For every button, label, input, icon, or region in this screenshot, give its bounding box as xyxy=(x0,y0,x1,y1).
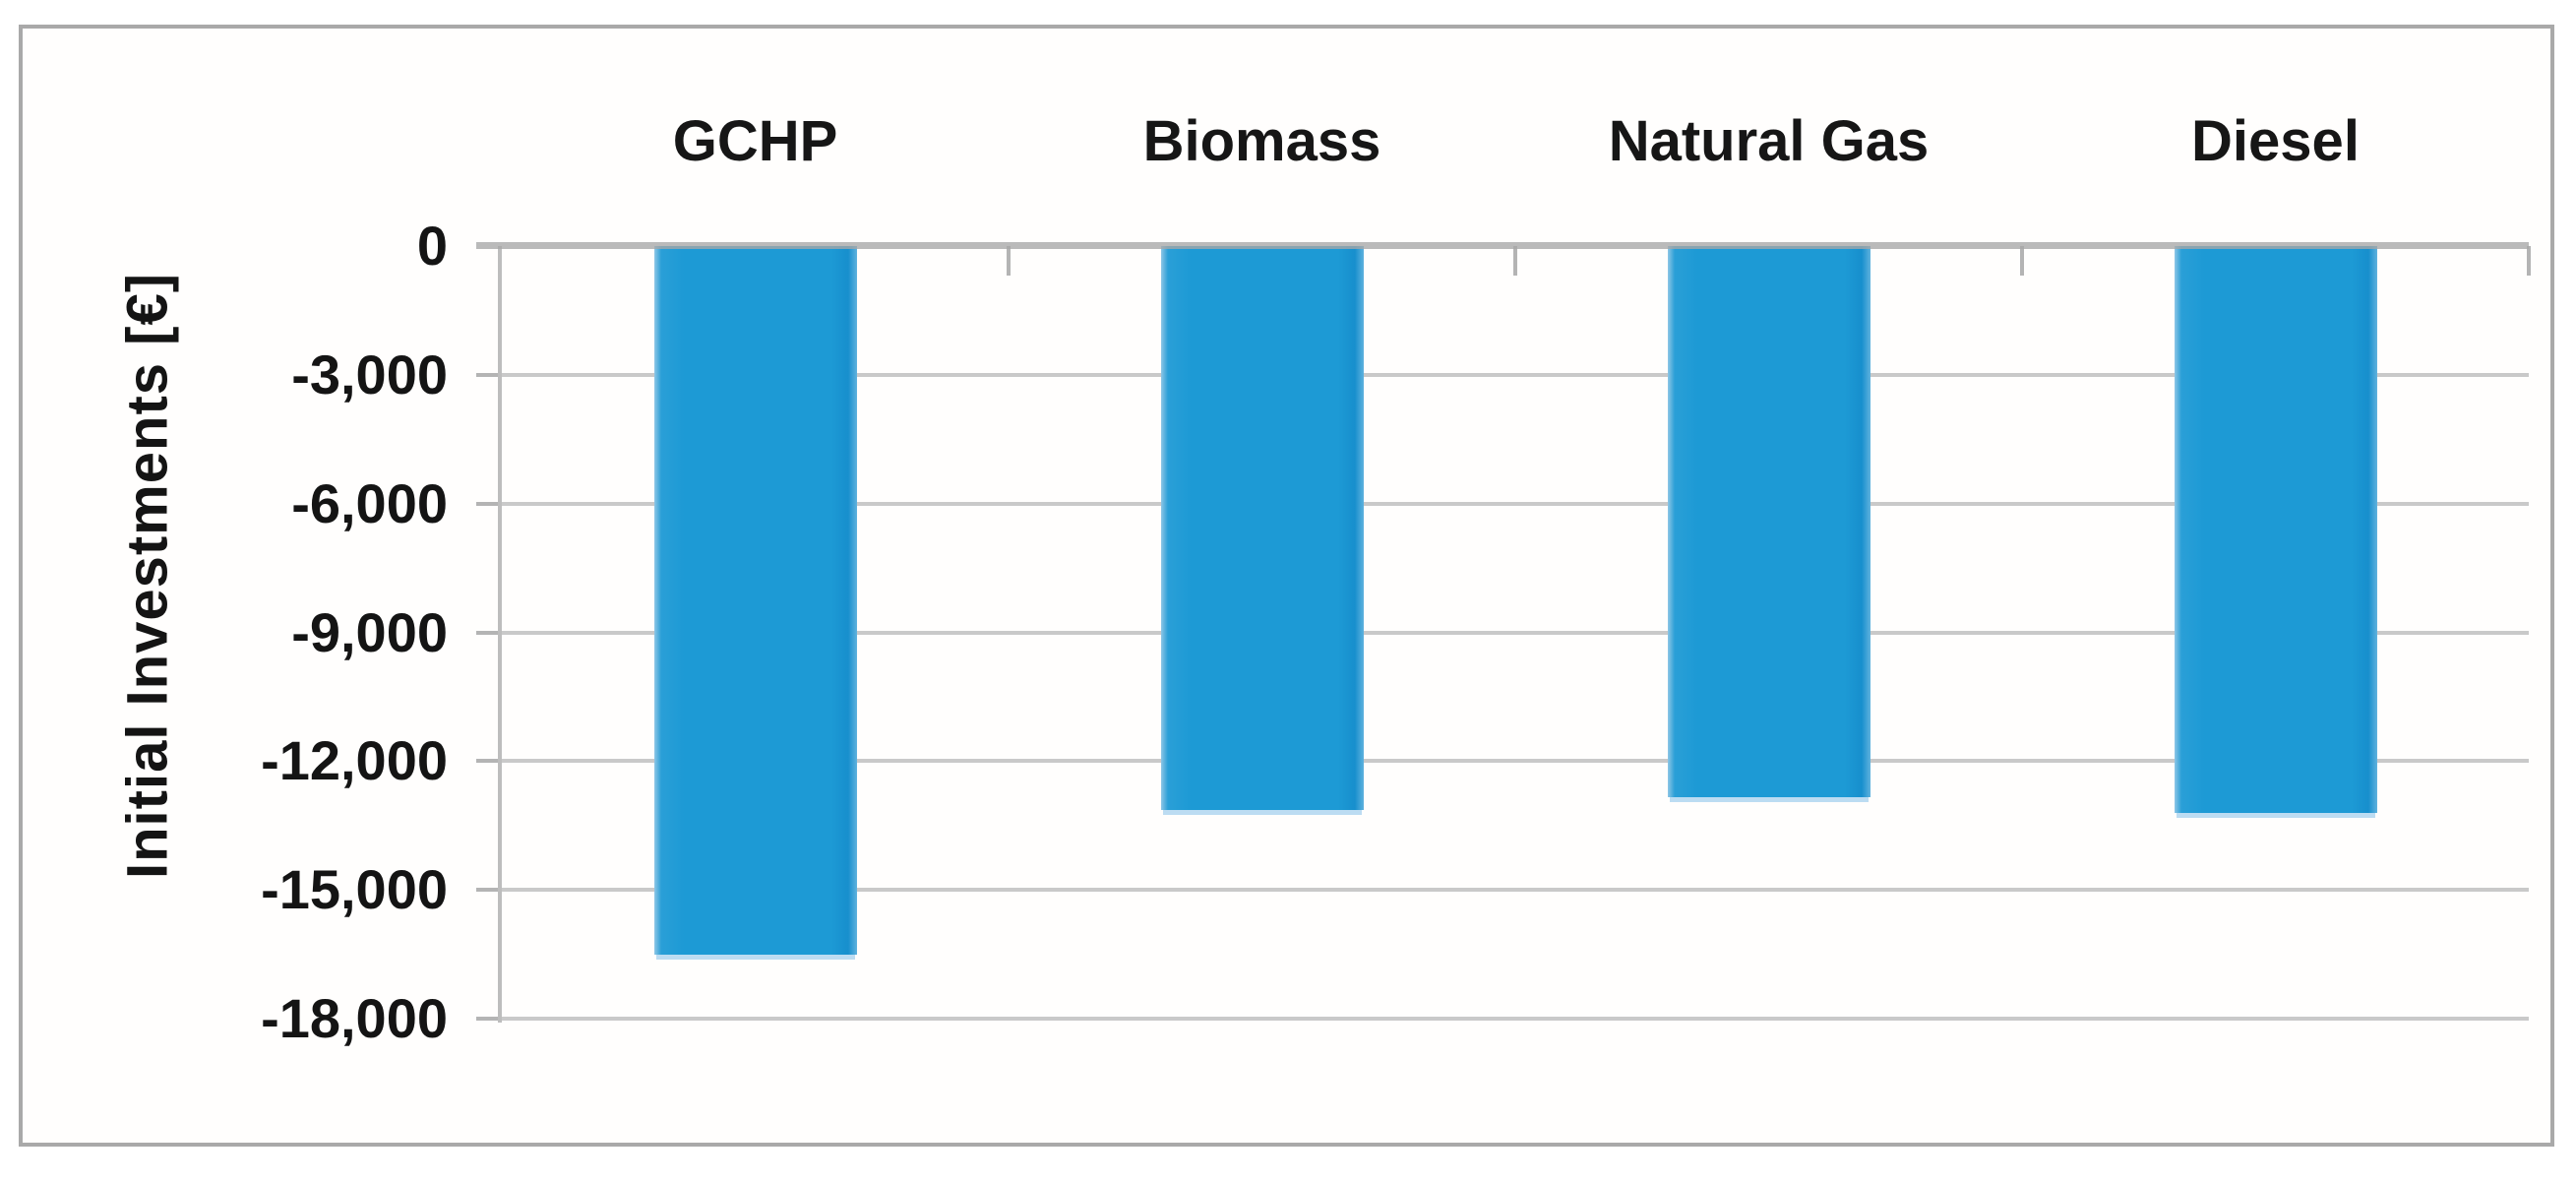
gridline-12000 xyxy=(502,759,2529,764)
y-tick xyxy=(476,630,498,635)
y-tick xyxy=(476,1017,498,1021)
y-tick xyxy=(476,501,498,506)
gridline-6000 xyxy=(502,501,2529,506)
zero-axis-line xyxy=(476,242,2529,249)
gridline-18000 xyxy=(502,1017,2529,1021)
y-tick xyxy=(476,372,498,377)
y-tick-label: 0 xyxy=(416,215,448,277)
bar-gchp xyxy=(653,246,857,955)
gridline-15000 xyxy=(502,888,2529,893)
category-label-gchp: GCHP xyxy=(672,109,838,173)
category-label-biomass: Biomass xyxy=(1142,109,1381,173)
y-tick-label: -18,000 xyxy=(261,987,448,1049)
y-tick xyxy=(476,888,498,893)
y-tick-label: -12,000 xyxy=(261,729,448,792)
gridline-9000 xyxy=(502,630,2529,635)
gridline-3000 xyxy=(502,372,2529,377)
y-tick-label: -3,000 xyxy=(291,342,448,405)
bar-biomass xyxy=(1160,246,1364,811)
x-tick xyxy=(2527,246,2531,276)
bar-diesel xyxy=(2174,246,2377,813)
category-label-natural-gas: Natural Gas xyxy=(1608,109,1930,173)
y-tick-label: -15,000 xyxy=(261,858,448,921)
y-tick-label: -9,000 xyxy=(291,600,448,663)
y-tick xyxy=(476,759,498,764)
bar-natural-gas xyxy=(1667,246,1871,798)
y-tick-label: -6,000 xyxy=(291,471,448,534)
x-tick xyxy=(1513,246,1517,276)
x-tick xyxy=(2020,246,2024,276)
y-axis-line xyxy=(498,246,502,1023)
category-label-diesel: Diesel xyxy=(2191,109,2360,173)
x-tick xyxy=(1007,246,1011,276)
